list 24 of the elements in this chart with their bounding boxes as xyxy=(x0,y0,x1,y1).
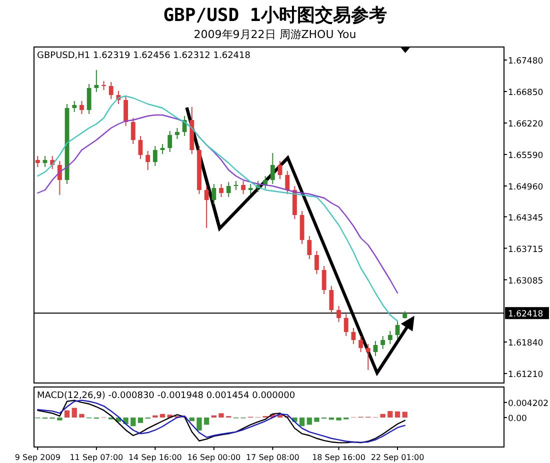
y-tick-label: 1.61210 xyxy=(508,370,544,380)
x-tick-label: 14 Sep 16:00 xyxy=(128,453,182,462)
y-tick-label: 1.65590 xyxy=(508,151,544,161)
x-tick-label: 9 Sep 2009 xyxy=(14,453,60,462)
x-tick-label: 11 Sep 07:00 xyxy=(70,453,124,462)
text: MACD(12,26,9) -0.000830 -0.001948 0.001454 0.000000 xyxy=(37,391,296,401)
y-tick-label: 1.63085 xyxy=(508,276,544,286)
x-tick-label: 18 Sep 16:00 xyxy=(312,453,366,462)
y-tick-label: 1.66220 xyxy=(508,120,544,130)
x-tick-label: 17 Sep 08:00 xyxy=(246,453,300,462)
y-tick-label: 1.66850 xyxy=(508,88,544,98)
ref-line-label: 1.62418 xyxy=(508,310,544,320)
annotation: GBPUSD,H1 1.62319 1.62456 1.62312 1.62418 xyxy=(37,51,251,61)
y-tick-label: 1.64345 xyxy=(508,213,544,224)
chart-title: GBP/USD 1小时图交易参考 xyxy=(163,5,387,26)
y-tick-label: 1.61840 xyxy=(508,338,544,348)
y-tick-label: 1.64960 xyxy=(508,182,544,192)
x-tick-label: 22 Sep 01:00 xyxy=(370,453,424,462)
y-tick-label: 1.67480 xyxy=(508,56,544,66)
x-tick-label: 16 Sep 00:00 xyxy=(187,453,241,462)
chart-subtitle: 2009年9月22日 周游ZHOU You xyxy=(194,28,356,41)
y-tick-label: 1.63715 xyxy=(508,244,544,255)
y-tick-label: 0.004202 xyxy=(508,398,549,409)
y-tick-label: 0.00 xyxy=(508,414,527,424)
